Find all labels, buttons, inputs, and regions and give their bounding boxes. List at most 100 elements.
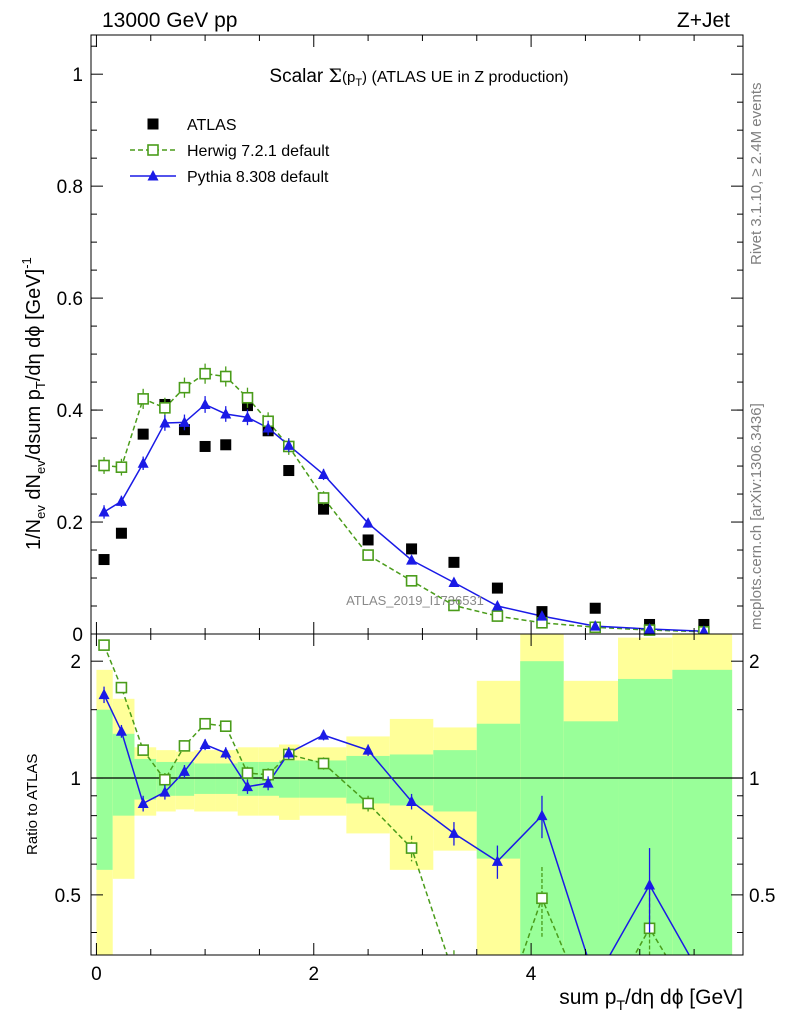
herwig-ratio-point — [219, 720, 232, 732]
herwig-main-point — [199, 367, 211, 380]
herwig-ratio-point — [449, 970, 459, 980]
herwig-main-point — [491, 610, 504, 622]
pythia-legend-marker — [147, 170, 159, 181]
atlas-main-point — [283, 465, 295, 477]
main-y-tick-label: 0.8 — [57, 177, 83, 198]
pythia-main-point — [178, 416, 190, 427]
pythia-main-point — [199, 398, 211, 409]
pythia-ratio-point — [262, 777, 274, 788]
main-title: Scalar Σ(pT) (ATLAS UE in Z production) — [269, 65, 568, 89]
atlas-main-point — [199, 440, 211, 452]
ratio-inner-band — [433, 750, 477, 812]
ratio-inner-band — [215, 763, 238, 794]
herwig-ratio-point — [699, 1014, 709, 1024]
pythia-ratio-point — [644, 879, 656, 890]
herwig-main-point — [448, 599, 460, 612]
analysis-watermark: ATLAS_2019_I1736531 — [346, 593, 484, 608]
ratio-y-tick-label-left: 1 — [70, 769, 81, 790]
atlas-main-point — [448, 556, 460, 568]
pythia-ratio-point — [137, 797, 149, 808]
main-y-tick-label: 0.4 — [57, 401, 84, 422]
pythia-ratio-point — [698, 975, 709, 986]
pythia-main-point — [262, 421, 274, 433]
pythia-main-point — [644, 622, 656, 634]
herwig-main-point — [405, 575, 418, 587]
main-y-tick-label: 0.6 — [57, 289, 83, 310]
pythia-ratio-point — [178, 765, 190, 776]
pythia-ratio-point — [98, 688, 110, 700]
herwig-ratio-point — [362, 797, 374, 810]
atlas-main-point — [98, 554, 110, 566]
ratio-inner-band — [618, 678, 673, 955]
main-y-axis-label: 1/Nev dNev/dsum pT/dη dϕ [GeV]-1 — [19, 257, 48, 550]
herwig-main-point — [317, 492, 330, 504]
ratio-inner-band — [194, 763, 216, 794]
atlas-main-point — [318, 503, 330, 515]
main-y-tick-label: 0 — [72, 625, 83, 646]
herwig-ratio-point — [317, 757, 330, 770]
atlas-main-point — [362, 534, 374, 546]
ratio-inner-band — [112, 733, 135, 816]
pythia-ratio-point — [199, 738, 211, 750]
legend-label-pythia: Pythia 8.308 default — [187, 169, 329, 186]
rivet-label: Rivet 3.1.10, ≥ 2.4M events — [748, 83, 765, 266]
pythia-main-point — [115, 495, 127, 506]
ratio-inner-band — [134, 758, 157, 800]
herwig-main-point — [178, 381, 191, 394]
ratio-y-tick-label-right: 2 — [749, 652, 760, 673]
atlas-main-point — [115, 527, 127, 539]
herwig-main-point — [137, 393, 149, 405]
ratio-panel: 0.5 0.5 1 1 2 2 0 2 4 Ratio to ATLAS sum pT/dη d… — [24, 633, 775, 1024]
main-y-tick-label: 1 — [72, 65, 83, 86]
ratio-uncertainty-bands — [91, 634, 743, 955]
herwig-ratio-point — [536, 892, 548, 905]
main-panel: Scalar Σ(pT) (ATLAS UE in Z production) … — [19, 34, 744, 646]
pythia-main-point — [406, 554, 418, 565]
atlas-main-point — [406, 543, 418, 555]
ratio-inner-band — [96, 709, 113, 870]
atlas-main-point — [698, 618, 710, 630]
pythia-main-point — [283, 439, 295, 450]
herwig-main-point — [362, 549, 374, 561]
ratio-inner-band — [476, 723, 521, 859]
herwig-ratio-point — [405, 842, 418, 854]
header-energy-label: 13000 GeV pp — [102, 9, 237, 32]
pythia-ratio-point — [283, 747, 295, 758]
pythia-main-point — [491, 600, 503, 611]
herwig-ratio-point — [178, 740, 191, 752]
x-tick-label: 2 — [308, 964, 319, 985]
pythia-ratio-point — [491, 855, 503, 866]
mcplots-label: mcplots.cern.ch [arXiv:1306.3436] — [748, 403, 765, 630]
ratio-y-tick-label-right: 1 — [749, 769, 760, 790]
herwig-ratio-point — [199, 717, 211, 730]
herwig-main-point — [98, 459, 110, 472]
pythia-ratio-point — [220, 747, 232, 758]
ratio-series-markers — [98, 639, 709, 1024]
ratio-inner-band — [563, 721, 619, 955]
pythia-main-point — [589, 620, 601, 631]
herwig-main-point — [115, 461, 128, 473]
x-tick-label: 0 — [91, 964, 102, 985]
pythia-ratio-point — [241, 780, 253, 792]
pythia-main-point — [448, 576, 460, 587]
herwig-ratio-point — [98, 639, 110, 651]
pythia-ratio-point — [115, 725, 127, 736]
pythia-main-point — [362, 517, 374, 528]
ratio-y-tick-label-left: 2 — [70, 652, 81, 673]
x-tick-label: 4 — [526, 964, 537, 985]
ratio-inner-band — [672, 669, 733, 955]
legend: ATLAS Herwig 7.2.1 default Pythia 8.308 de… — [130, 117, 330, 186]
ratio-inner-band — [346, 755, 390, 804]
ratio-panel-axes: 0.5 0.5 1 1 2 2 0 2 4 — [55, 633, 775, 985]
ratio-inner-band — [175, 761, 195, 796]
herwig-main-point — [241, 391, 254, 404]
pythia-main-point — [159, 416, 171, 428]
ratio-y-axis-label: Ratio to ATLAS — [24, 754, 41, 855]
legend-label-atlas: ATLAS — [187, 117, 237, 134]
atlas-main-point — [137, 428, 149, 440]
pythia-main-point — [536, 610, 548, 621]
atlas-legend-marker — [147, 118, 159, 130]
atlas-main-point — [491, 582, 503, 594]
pythia-main-point — [137, 457, 149, 468]
